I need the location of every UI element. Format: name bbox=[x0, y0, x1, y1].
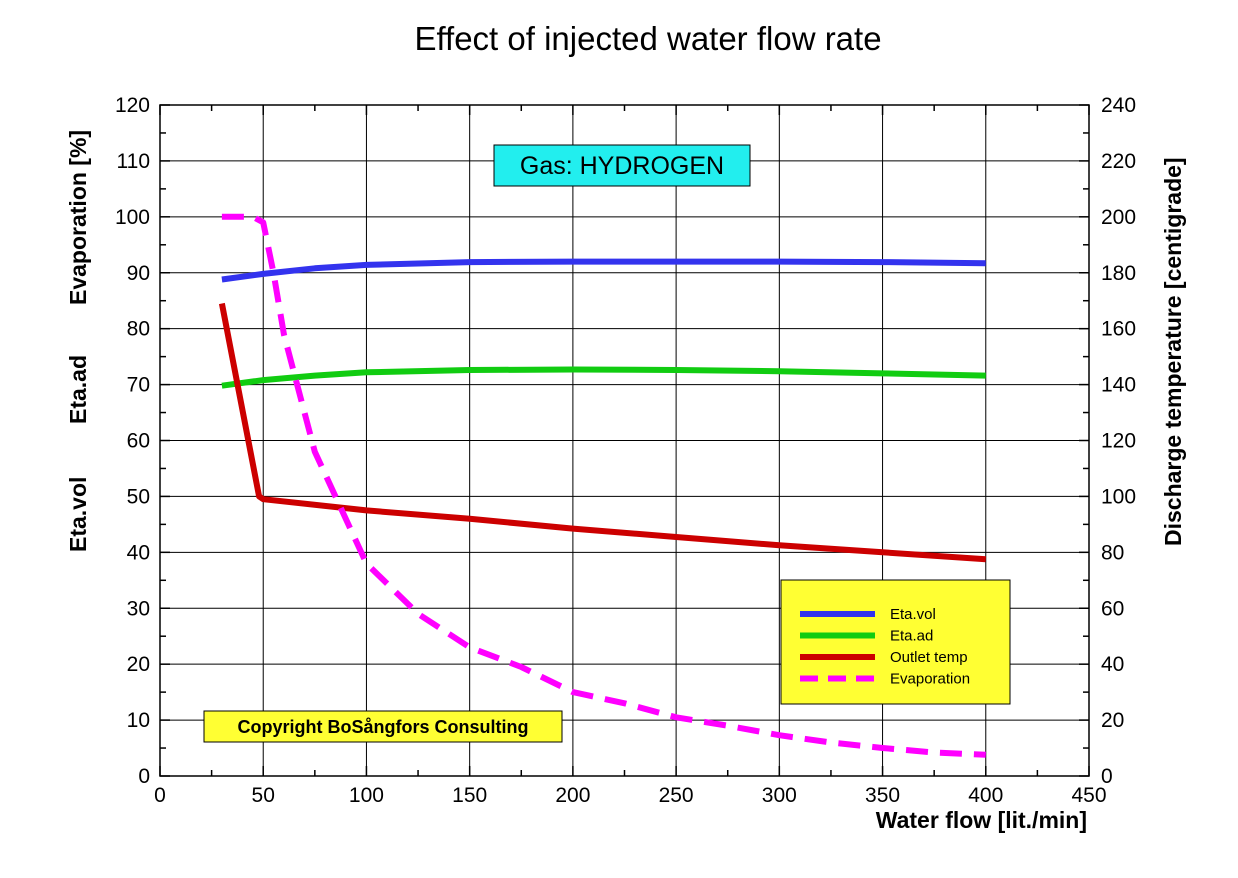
gas-annotation-box bbox=[493, 144, 751, 187]
y-right-tick-label: 100 bbox=[1101, 485, 1136, 508]
y-right-tick-label: 0 bbox=[1101, 765, 1113, 788]
y-right-tick-label: 220 bbox=[1101, 150, 1136, 173]
y-left-tick-label: 60 bbox=[127, 430, 150, 453]
y-left-tick-label: 10 bbox=[127, 709, 150, 732]
y-left-tick-label: 110 bbox=[117, 150, 150, 173]
legend-label: Eta.vol bbox=[890, 606, 936, 623]
copyright-box bbox=[203, 710, 563, 743]
y-axis-title-evaporation: Evaporation [%] bbox=[65, 130, 91, 305]
y-axis-title-right: Discharge temperature [centigrade] bbox=[1160, 157, 1186, 546]
y-left-tick-label: 70 bbox=[127, 374, 150, 397]
series-layer bbox=[218, 213, 987, 758]
y-right-tick-label: 80 bbox=[1101, 541, 1124, 564]
series-eta-ad bbox=[221, 366, 986, 389]
y-right-tick-label: 60 bbox=[1101, 597, 1124, 620]
chart-title: Effect of injected water flow rate bbox=[414, 20, 881, 57]
legend-label: Eta.ad bbox=[890, 628, 933, 645]
x-tick-label: 400 bbox=[968, 784, 1003, 807]
y-left-tick-label: 20 bbox=[127, 653, 150, 676]
gas-annotation: Gas: HYDROGEN bbox=[493, 144, 751, 187]
y-right-tick-label: 120 bbox=[1101, 430, 1136, 453]
copyright-text: Copyright BoSångfors Consulting bbox=[238, 717, 529, 737]
y-left-tick-label: 80 bbox=[127, 318, 150, 341]
legend: Eta.vol Eta.ad Outlet temp Evaporation bbox=[780, 579, 1011, 705]
copyright-annotation: Copyright BoSångfors Consulting bbox=[203, 710, 563, 743]
y-left-tick-label: 120 bbox=[115, 94, 150, 117]
x-tick-label: 0 bbox=[154, 784, 166, 807]
x-tick-label: 200 bbox=[555, 784, 590, 807]
legend-label: Outlet temp bbox=[890, 649, 968, 666]
y-right-tick-label: 20 bbox=[1101, 709, 1124, 732]
y-left-tick-label: 30 bbox=[127, 597, 150, 620]
y-right-tick-label: 140 bbox=[1101, 374, 1136, 397]
series-outlet-temp bbox=[218, 302, 987, 563]
y-axis-title-eta-vol: Eta.vol bbox=[65, 477, 91, 552]
y-left-tick-label: 0 bbox=[138, 765, 150, 788]
y-right-tick-label: 40 bbox=[1101, 653, 1124, 676]
y-left-tick-label: 100 bbox=[115, 206, 150, 229]
y-right-tick-label: 160 bbox=[1101, 318, 1136, 341]
x-tick-label: 300 bbox=[762, 784, 797, 807]
x-tick-label: 100 bbox=[349, 784, 384, 807]
y-left-tick-label: 50 bbox=[127, 485, 150, 508]
x-tick-label: 150 bbox=[452, 784, 487, 807]
y-right-tick-label: 240 bbox=[1101, 94, 1136, 117]
x-tick-label: 250 bbox=[659, 784, 694, 807]
series-evaporation bbox=[221, 213, 986, 758]
series-eta-vol bbox=[221, 258, 986, 283]
x-axis-title: Water flow [lit./min] bbox=[876, 807, 1087, 833]
legend-label: Evaporation bbox=[890, 671, 970, 688]
legend-box bbox=[780, 579, 1011, 705]
axes-layer: 0 50 100 150 200 250 300 350 400 4500102030405060… bbox=[115, 94, 1136, 807]
gas-annotation-text: Gas: HYDROGEN bbox=[520, 152, 724, 180]
x-tick-label: 350 bbox=[865, 784, 900, 807]
y-left-tick-label: 90 bbox=[127, 262, 150, 285]
y-right-tick-label: 200 bbox=[1101, 206, 1136, 229]
y-axis-title-eta-ad: Eta.ad bbox=[65, 355, 91, 424]
y-left-tick-label: 40 bbox=[127, 541, 150, 564]
x-tick-label: 450 bbox=[1071, 784, 1106, 807]
y-right-tick-label: 180 bbox=[1101, 262, 1136, 285]
legend-items: Eta.vol Eta.ad Outlet temp Evaporation bbox=[800, 606, 970, 688]
x-tick-label: 50 bbox=[252, 784, 275, 807]
